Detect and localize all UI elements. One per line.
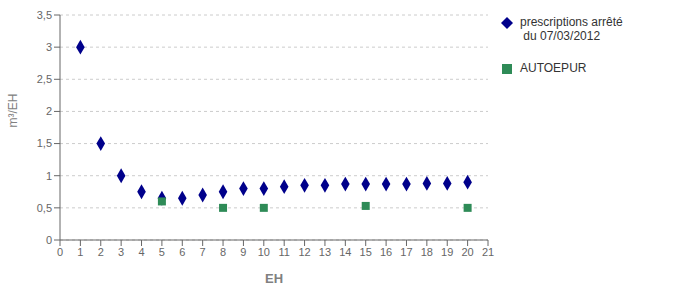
svg-text:11: 11 bbox=[278, 246, 289, 258]
svg-text:9: 9 bbox=[240, 246, 246, 258]
svg-text:15: 15 bbox=[360, 246, 372, 258]
svg-text:20: 20 bbox=[461, 246, 473, 258]
html-text:du 07/03/2012: du 07/03/2012 bbox=[520, 29, 601, 43]
svg-text:3,5: 3,5 bbox=[37, 9, 52, 21]
svg-text:0: 0 bbox=[57, 246, 63, 258]
svg-text:1: 1 bbox=[46, 170, 52, 182]
svg-text:18: 18 bbox=[421, 246, 433, 258]
svg-text:4: 4 bbox=[138, 246, 144, 258]
svg-text:17: 17 bbox=[400, 246, 412, 258]
svg-text:1,5: 1,5 bbox=[37, 137, 52, 149]
svg-text:10: 10 bbox=[258, 246, 270, 258]
svg-text:12: 12 bbox=[298, 246, 310, 258]
svg-text:EH: EH bbox=[265, 271, 283, 286]
svg-text:19: 19 bbox=[441, 246, 453, 258]
svg-text:5: 5 bbox=[159, 246, 165, 258]
svg-text:2,5: 2,5 bbox=[37, 73, 52, 85]
svg-text:13: 13 bbox=[319, 246, 331, 258]
svg-text:21: 21 bbox=[482, 246, 494, 258]
svg-text:8: 8 bbox=[220, 246, 226, 258]
svg-text:2: 2 bbox=[46, 105, 52, 117]
svg-text:16: 16 bbox=[380, 246, 392, 258]
svg-text:2: 2 bbox=[98, 246, 104, 258]
html-text:prescriptions arrêté: prescriptions arrêté bbox=[520, 15, 623, 29]
svg-text:0,5: 0,5 bbox=[37, 202, 52, 214]
svg-text:14: 14 bbox=[339, 246, 351, 258]
svg-text:0: 0 bbox=[46, 234, 52, 246]
svg-text:7: 7 bbox=[200, 246, 206, 258]
svg-text:6: 6 bbox=[179, 246, 185, 258]
svg-text:m³/EH: m³/EH bbox=[8, 94, 20, 128]
svg-text:1: 1 bbox=[77, 246, 83, 258]
svg-text:3: 3 bbox=[118, 246, 124, 258]
svg-text:3: 3 bbox=[46, 41, 52, 53]
html-text:AUTOEPUR: AUTOEPUR bbox=[520, 61, 587, 75]
